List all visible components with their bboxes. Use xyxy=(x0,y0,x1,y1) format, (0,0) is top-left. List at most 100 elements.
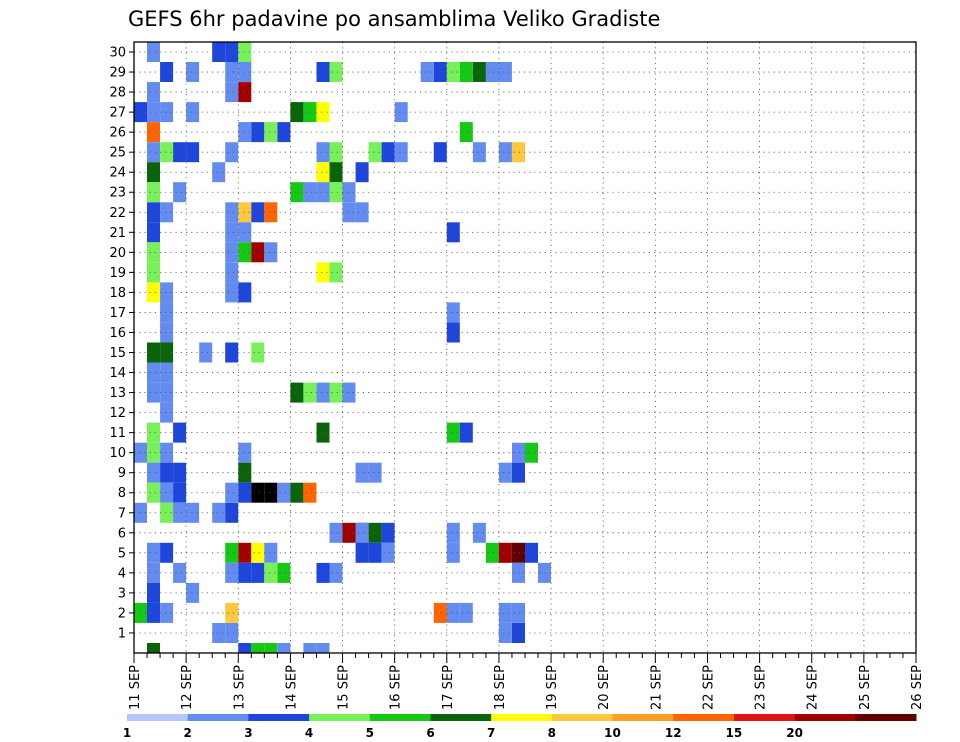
y-tick-label: 14 xyxy=(109,366,126,381)
heatmap-cell xyxy=(329,162,343,183)
heatmap-cell xyxy=(225,342,239,363)
colorbar-label: 2 xyxy=(184,726,192,740)
heatmap-cell xyxy=(290,182,304,203)
heatmap-cell xyxy=(134,502,147,523)
y-tick-label: 27 xyxy=(109,106,126,121)
heatmap-cell xyxy=(147,122,160,143)
x-tick-label: 17 SEP xyxy=(441,665,456,710)
heatmap-cell xyxy=(512,562,525,583)
y-tick-label: 24 xyxy=(109,166,126,181)
heatmap-cell xyxy=(225,502,239,523)
heatmap-cell xyxy=(238,462,252,483)
y-tick-label: 4 xyxy=(118,566,126,581)
colorbar-swatch xyxy=(855,714,917,721)
heatmap-cell xyxy=(147,102,160,123)
heatmap-cell xyxy=(134,602,147,623)
y-tick-label: 8 xyxy=(118,486,126,501)
heatmap-cell xyxy=(238,62,252,82)
heatmap-cell xyxy=(160,102,174,123)
heatmap-cell xyxy=(512,142,525,163)
heatmap-cell xyxy=(277,562,291,583)
heatmap-cell xyxy=(160,382,174,403)
heatmap-cell xyxy=(342,182,356,203)
y-tick-label: 22 xyxy=(109,206,126,221)
heatmap-cell xyxy=(264,562,278,583)
heatmap-cell xyxy=(160,502,174,523)
heatmap-cell xyxy=(160,542,174,563)
heatmap-cell xyxy=(394,142,408,163)
heatmap-cell xyxy=(212,502,226,523)
heatmap-cell xyxy=(238,442,252,463)
x-tick-label: 21 SEP xyxy=(649,665,664,710)
heatmap-cell xyxy=(225,602,239,623)
y-tick-label: 15 xyxy=(109,346,126,361)
colorbar-label: 4 xyxy=(305,726,313,740)
heatmap-cell xyxy=(512,602,525,623)
heatmap-cell xyxy=(173,482,187,503)
heatmap-cell xyxy=(173,182,187,203)
heatmap-cell xyxy=(264,202,278,223)
y-tick-label: 30 xyxy=(109,46,126,61)
heatmap-cell xyxy=(459,62,473,82)
colorbar-swatch xyxy=(248,714,310,721)
heatmap-cell xyxy=(316,62,330,82)
colorbar-label: 12 xyxy=(665,726,682,740)
x-tick-label: 25 SEP xyxy=(858,665,873,710)
y-tick-label: 7 xyxy=(118,506,126,521)
heatmap-cell xyxy=(446,542,460,563)
heatmap-cell xyxy=(147,82,160,103)
heatmap-cell xyxy=(459,602,473,623)
heatmap-cell xyxy=(277,482,291,503)
heatmap-cell xyxy=(329,62,343,82)
heatmap-cell xyxy=(134,102,147,123)
heatmap-cell xyxy=(420,62,434,82)
y-tick-label: 2 xyxy=(118,606,126,621)
x-tick-label: 26 SEP xyxy=(910,665,925,710)
colorbar-label: 5 xyxy=(366,726,374,740)
heatmap-cell xyxy=(485,542,499,563)
colorbar-swatch xyxy=(430,714,492,721)
heatmap-cell xyxy=(160,482,174,503)
heatmap-cell xyxy=(512,542,525,563)
heatmap-cell xyxy=(238,122,252,143)
heatmap-cell xyxy=(147,582,160,603)
heatmap-cell xyxy=(225,222,239,243)
heatmap-cell xyxy=(212,623,226,643)
x-tick-label: 22 SEP xyxy=(701,665,716,710)
heatmap-cell xyxy=(277,643,291,653)
heatmap-cell xyxy=(186,102,200,123)
heatmap-cell xyxy=(342,522,356,543)
heatmap-cell xyxy=(160,142,174,163)
heatmap-cell xyxy=(355,162,369,183)
heatmap-cell xyxy=(525,542,538,563)
heatmap-cell xyxy=(160,342,174,363)
y-tick-label: 19 xyxy=(109,266,126,281)
heatmap-cell xyxy=(147,422,160,443)
heatmap-cell xyxy=(368,522,382,543)
heatmap-cell xyxy=(316,102,330,123)
heatmap-cell xyxy=(225,142,239,163)
colorbar-swatch xyxy=(491,714,553,721)
heatmap-cell xyxy=(238,242,252,263)
heatmap-cell xyxy=(329,562,343,583)
heatmap-cell xyxy=(147,282,160,303)
x-tick-label: 11 SEP xyxy=(128,665,143,710)
heatmap-cell xyxy=(147,462,160,483)
heatmap-cell xyxy=(212,42,226,62)
y-tick-label: 16 xyxy=(109,326,126,341)
y-tick-label: 17 xyxy=(109,306,126,321)
heatmap-cell xyxy=(290,382,304,403)
heatmap-cell xyxy=(329,262,343,283)
heatmap-cell xyxy=(173,142,187,163)
heatmap-cell xyxy=(147,202,160,223)
heatmap-cell xyxy=(147,442,160,463)
y-tick-label: 3 xyxy=(118,586,126,601)
y-tick-label: 25 xyxy=(109,146,126,161)
y-tick-label: 20 xyxy=(109,246,126,261)
heatmap-cell xyxy=(368,462,382,483)
heatmap-cell xyxy=(147,602,160,623)
heatmap-cell xyxy=(264,542,278,563)
heatmap-cell xyxy=(316,142,330,163)
heatmap-cell xyxy=(329,522,343,543)
